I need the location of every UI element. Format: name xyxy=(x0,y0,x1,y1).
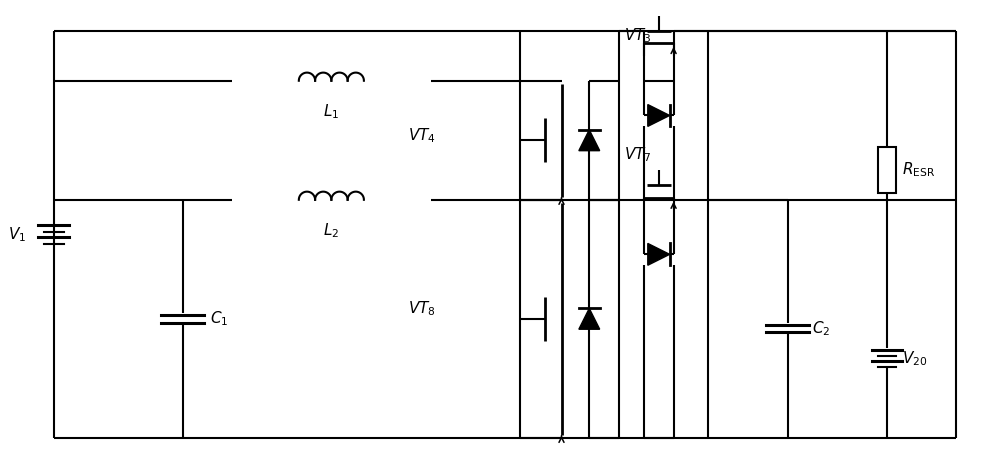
Polygon shape xyxy=(648,105,670,126)
Text: $L_1$: $L_1$ xyxy=(323,103,339,121)
Text: $VT_8$: $VT_8$ xyxy=(408,300,436,318)
Text: $V_1$: $V_1$ xyxy=(8,225,26,244)
Polygon shape xyxy=(579,130,600,151)
Polygon shape xyxy=(579,309,600,329)
Text: $L_2$: $L_2$ xyxy=(323,222,339,240)
Text: $VT_4$: $VT_4$ xyxy=(408,126,436,144)
Text: $R_\mathrm{ESR}$: $R_\mathrm{ESR}$ xyxy=(902,161,935,179)
Bar xyxy=(878,147,896,193)
Text: $VT_7$: $VT_7$ xyxy=(624,146,652,165)
Text: $VT_3$: $VT_3$ xyxy=(624,27,652,45)
Polygon shape xyxy=(648,243,670,265)
Text: $C_2$: $C_2$ xyxy=(812,319,831,338)
Text: $V_{20}$: $V_{20}$ xyxy=(902,349,927,368)
Text: $C_1$: $C_1$ xyxy=(210,310,229,328)
